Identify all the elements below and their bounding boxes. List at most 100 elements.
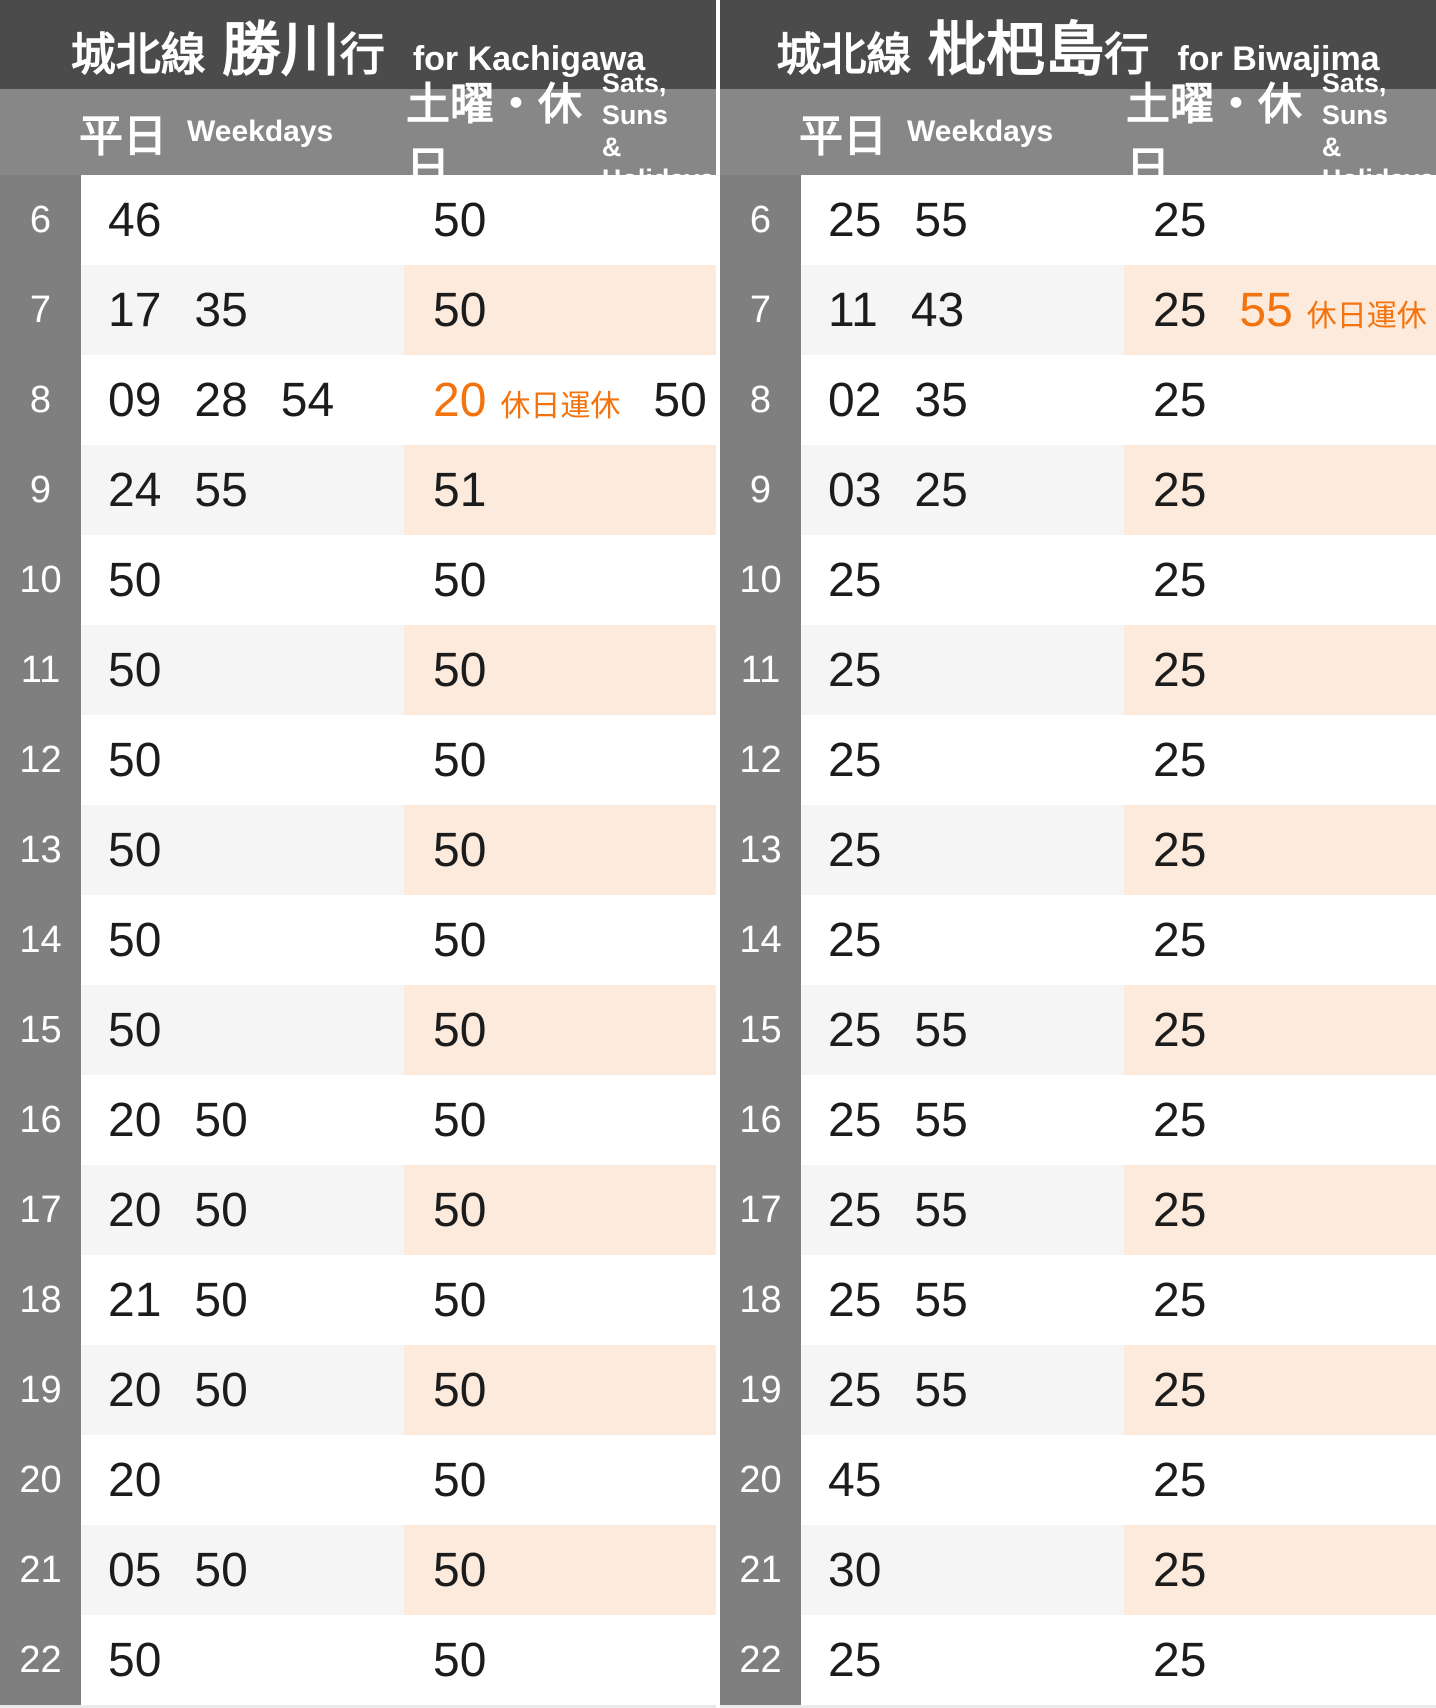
holiday-times-cell: 25	[1124, 1615, 1436, 1705]
weekday-times-cell: 25	[801, 805, 1124, 895]
departure-minute: 35	[194, 283, 248, 337]
departure-minute: 55	[914, 1093, 968, 1147]
departure-minute: 55	[914, 193, 968, 247]
departure-minute: 05	[108, 1543, 162, 1597]
timetable-row: 10 50 50	[0, 535, 716, 625]
departure-minute: 20	[108, 1183, 162, 1237]
holiday-times-cell: 25	[1124, 1435, 1436, 1525]
holiday-label-jp: 土曜・休日	[1126, 80, 1302, 193]
departure-entry: 50	[433, 553, 486, 608]
timetable-row: 17 20 50 50	[0, 1165, 716, 1255]
departure-minute: 50	[433, 1453, 487, 1507]
departure-minute: 50	[194, 1543, 248, 1597]
timetable-row: 8 02 35 25	[720, 355, 1436, 445]
departure-entry: 50	[194, 1093, 247, 1148]
departure-entry: 50	[194, 1183, 247, 1238]
departure-minute: 50	[108, 643, 162, 697]
holiday-suspension-note: 休日運休	[500, 389, 621, 423]
hour-cell: 7	[720, 265, 801, 355]
weekday-times-cell: 25 55	[801, 175, 1124, 265]
holiday-times-cell: 50	[404, 625, 716, 715]
departure-minute: 50	[433, 1543, 487, 1597]
clipped-next-row	[720, 1705, 1436, 1708]
departure-entry: 20	[108, 1093, 161, 1148]
departure-minute: 50	[433, 1093, 487, 1147]
hour-cell: 9	[720, 445, 801, 535]
holiday-times-cell: 51	[404, 445, 716, 535]
departure-minute: 50	[433, 1183, 487, 1237]
weekday-times-cell: 24 55	[81, 445, 404, 535]
departure-minute: 25	[1153, 1633, 1207, 1687]
weekday-label-jp: 平日	[799, 112, 887, 161]
hour-cell: 12	[0, 715, 81, 805]
departure-minute: 25	[1153, 733, 1207, 787]
departure-entry: 50	[433, 1093, 486, 1148]
departure-minute: 50	[433, 1273, 487, 1327]
timetable-row: 17 25 55 25	[720, 1165, 1436, 1255]
departure-minute: 20	[433, 373, 487, 427]
departure-entry: 50	[433, 1453, 486, 1508]
departure-entry: 25	[828, 1093, 881, 1148]
departure-minute: 20	[108, 1363, 162, 1417]
departure-entry: 55	[914, 1093, 967, 1148]
departure-minute: 50	[194, 1183, 248, 1237]
departure-entry: 21	[108, 1273, 161, 1328]
departure-minute: 21	[108, 1273, 162, 1327]
departure-minute: 20	[108, 1093, 162, 1147]
holiday-times-cell: 25 55 休日運休	[1124, 265, 1436, 355]
departure-entry: 43	[911, 283, 964, 338]
holiday-times-cell: 25	[1124, 985, 1436, 1075]
departure-entry: 25	[828, 733, 881, 788]
departure-minute: 25	[1153, 283, 1207, 337]
panel-title: 城北線 枇杷島 行 for Biwajima	[776, 2, 1379, 87]
hour-cell: 11	[720, 625, 801, 715]
holiday-times-cell: 25	[1124, 1525, 1436, 1615]
weekday-times-cell: 09 28 54	[81, 355, 404, 445]
departure-minute: 54	[280, 373, 335, 427]
timetable-row: 7 17 35 50	[0, 265, 716, 355]
holiday-times-cell: 50	[404, 985, 716, 1075]
hour-cell: 20	[720, 1435, 801, 1525]
holiday-label-en: Sats, Suns & Holidays	[1322, 68, 1436, 195]
weekday-times-cell: 25	[801, 1615, 1124, 1705]
weekday-times-cell: 25	[801, 895, 1124, 985]
holiday-times-cell: 25	[1124, 625, 1436, 715]
weekday-times-cell: 25 55	[801, 1345, 1124, 1435]
departure-minute: 28	[194, 373, 248, 427]
departure-minute: 25	[1153, 193, 1207, 247]
holiday-label-en: Sats, Suns & Holidays	[602, 68, 716, 195]
departure-entry: 50	[433, 913, 486, 968]
departure-minute: 25	[828, 1363, 882, 1417]
departure-entry: 02	[828, 373, 881, 428]
departure-entry: 09	[108, 373, 161, 428]
timetable-row: 12 50 50	[0, 715, 716, 805]
timetable-row: 9 24 55 51	[0, 445, 716, 535]
departure-entry: 25	[1153, 1453, 1206, 1508]
timetable-row: 20 45 25	[720, 1435, 1436, 1525]
departure-entry: 55	[914, 1273, 967, 1328]
holiday-suspension-note: 休日運休	[1306, 299, 1427, 333]
departure-entry: 25	[1153, 1003, 1206, 1058]
column-header-bar: 平日 Weekdays 土曜・休日 Sats, Suns & Holidays	[720, 68, 1436, 194]
departure-entry: 25	[1153, 1633, 1206, 1688]
hour-cell: 19	[720, 1345, 801, 1435]
holiday-times-cell: 50	[404, 1255, 716, 1345]
timetable-row: 18 25 55 25	[720, 1255, 1436, 1345]
departure-entry: 51	[433, 463, 486, 518]
hour-cell: 15	[0, 985, 81, 1075]
panel-biwajima: 城北線 枇杷島 行 for Biwajima 平日 Weekdays 土曜・休日…	[720, 0, 1436, 1708]
departure-entry: 25	[1153, 1273, 1206, 1328]
departure-minute: 55	[1239, 283, 1293, 337]
departure-minute: 50	[108, 1633, 162, 1687]
holiday-times-cell: 50	[404, 535, 716, 625]
line-name: 城北線	[70, 29, 206, 80]
holiday-times-cell: 50	[404, 175, 716, 265]
weekday-times-cell: 50	[81, 715, 404, 805]
holiday-times-cell: 50	[404, 1345, 716, 1435]
hour-cell: 12	[720, 715, 801, 805]
departure-entry: 25	[828, 1003, 881, 1058]
panel-header-biwajima: 城北線 枇杷島 行 for Biwajima	[720, 0, 1436, 89]
departure-entry: 03	[828, 463, 881, 518]
departure-entry: 25	[1153, 193, 1206, 248]
departure-entry: 50	[433, 1633, 486, 1688]
